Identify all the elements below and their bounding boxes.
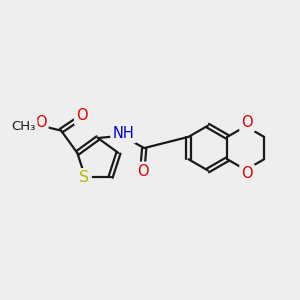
- Text: O: O: [242, 115, 253, 130]
- Text: O: O: [76, 108, 88, 123]
- Text: O: O: [242, 166, 253, 181]
- Text: O: O: [35, 116, 46, 130]
- Text: CH₃: CH₃: [11, 120, 35, 133]
- Text: NH: NH: [112, 126, 134, 141]
- Text: O: O: [137, 164, 148, 179]
- Text: S: S: [79, 170, 89, 185]
